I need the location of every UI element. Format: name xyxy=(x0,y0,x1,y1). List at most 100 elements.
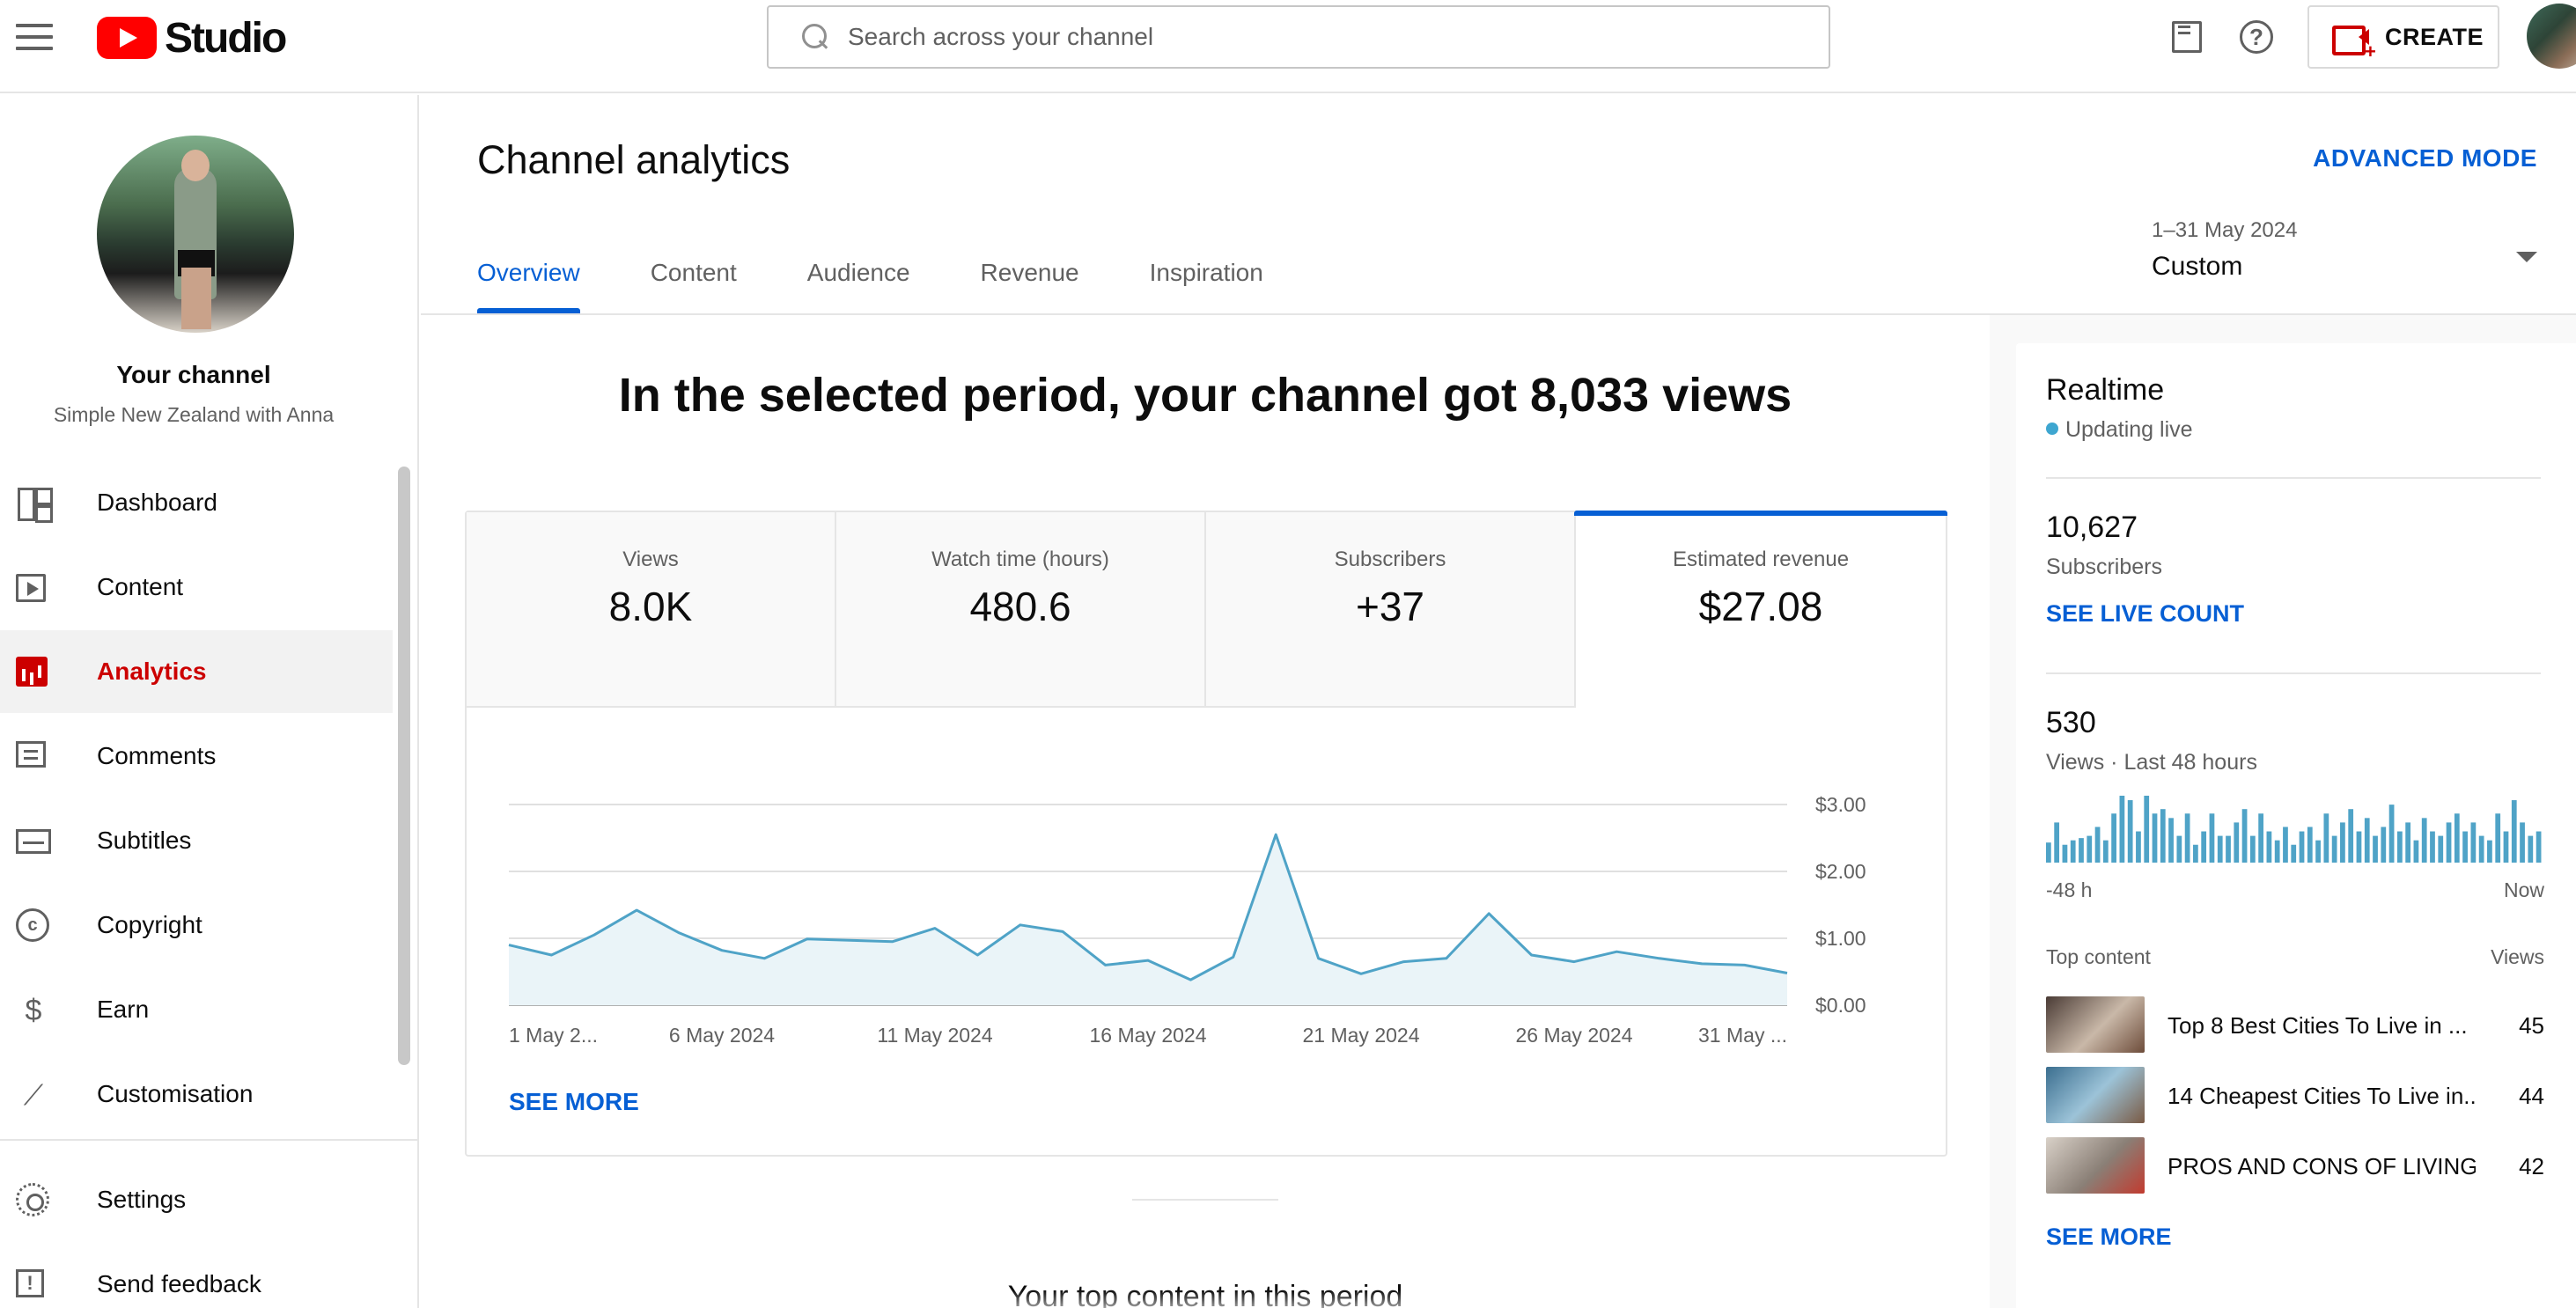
channel-title: Your channel xyxy=(116,361,271,388)
date-range-picker[interactable]: 1–31 May 2024 Custom xyxy=(2152,218,2539,289)
channel-avatar[interactable] xyxy=(97,136,294,333)
realtime-bar xyxy=(2307,827,2313,863)
sidebar-item-label: Copyright xyxy=(97,911,202,938)
revenue-chart[interactable]: $3.00 $2.00 $1.00 $0.00 1 May 2... 6 May 2024… xyxy=(467,708,1946,1060)
video-thumbnail xyxy=(2046,1067,2145,1123)
video-thumbnail xyxy=(2046,996,2145,1053)
metric-value: +37 xyxy=(1355,584,1425,629)
sidebar-item-comments[interactable]: Comments xyxy=(0,715,393,797)
x-tick-label: 1 May 2... xyxy=(509,1024,598,1047)
realtime-bar xyxy=(2511,800,2517,863)
sidebar-item-subtitles[interactable]: Subtitles xyxy=(0,799,393,882)
sidebar-item-label: Settings xyxy=(97,1186,187,1213)
metric-watch-time[interactable]: Watch time (hours) 480.6 xyxy=(836,512,1206,708)
sidebar-item-content[interactable]: Content xyxy=(0,546,393,628)
realtime-bar xyxy=(2430,831,2435,863)
sidebar-item-label: Earn xyxy=(97,996,150,1023)
tab-content[interactable]: Content xyxy=(650,259,737,286)
data-point xyxy=(1654,953,1665,964)
realtime-divider xyxy=(2046,477,2541,479)
realtime-bar xyxy=(2201,831,2207,863)
menu-icon[interactable] xyxy=(16,24,53,50)
data-point xyxy=(1015,920,1026,930)
sidebar-item-label: Dashboard xyxy=(97,489,217,516)
realtime-views-count: 530 xyxy=(2046,706,2096,739)
comments-icon xyxy=(16,741,46,768)
realtime-bar xyxy=(2062,844,2068,863)
dropdown-caret-icon xyxy=(2516,252,2537,262)
realtime-bar xyxy=(2266,831,2272,863)
data-point xyxy=(1228,952,1239,962)
account-avatar[interactable] xyxy=(2527,4,2576,69)
realtime-bar xyxy=(2258,813,2263,863)
x-tick-label: 6 May 2024 xyxy=(669,1024,775,1047)
top-content-row[interactable]: Top 8 Best Cities To Live in ... 45 xyxy=(2046,996,2544,1054)
realtime-bar xyxy=(2438,835,2444,863)
see-live-count-button[interactable]: SEE LIVE COUNT xyxy=(2046,600,2245,627)
sidebar: Your channel Simple New Zealand with Ann… xyxy=(0,95,419,1308)
top-bar: Studio ? + CREATE xyxy=(0,0,2576,93)
realtime-bar xyxy=(2046,842,2051,863)
sidebar-scrollbar[interactable] xyxy=(398,467,410,1065)
realtime-views-bar-chart[interactable] xyxy=(2046,796,2544,863)
tab-inspiration[interactable]: Inspiration xyxy=(1149,259,1263,286)
video-views: 42 xyxy=(2519,1153,2544,1179)
tab-audience[interactable]: Audience xyxy=(806,259,910,286)
sidebar-item-label: Analytics xyxy=(97,658,207,685)
realtime-bar xyxy=(2396,831,2403,863)
advanced-mode-link[interactable]: ADVANCED MODE xyxy=(2313,144,2537,172)
bar-axis-start: -48 h xyxy=(2046,878,2093,901)
search-input[interactable] xyxy=(848,23,1728,51)
data-point xyxy=(1398,957,1409,967)
search-box[interactable] xyxy=(767,5,1830,69)
sidebar-item-label: Send feedback xyxy=(97,1270,261,1297)
studio-logo[interactable]: Studio xyxy=(97,14,287,62)
sidebar-item-customisation[interactable]: ⟋ Customisation xyxy=(0,1053,393,1135)
sidebar-item-earn[interactable]: $ Earn xyxy=(0,968,393,1051)
realtime-bar xyxy=(2299,831,2305,863)
logo-text: Studio xyxy=(165,14,287,62)
tab-revenue[interactable]: Revenue xyxy=(980,259,1079,286)
sidebar-item-send-feedback[interactable]: ! Send feedback xyxy=(0,1243,393,1308)
top-content-row[interactable]: 14 Cheapest Cities To Live in... 44 xyxy=(2046,1067,2544,1125)
feedback-icon[interactable] xyxy=(2167,18,2205,56)
see-more-button[interactable]: SEE MORE xyxy=(509,1088,639,1115)
metric-subscribers[interactable]: Subscribers +37 xyxy=(1206,512,1576,708)
realtime-see-more-button[interactable]: SEE MORE xyxy=(2046,1223,2172,1250)
metric-estimated-revenue[interactable]: Estimated revenue $27.08 xyxy=(1574,511,1947,708)
tab-overview[interactable]: Overview xyxy=(477,259,580,313)
create-button[interactable]: + CREATE xyxy=(2307,5,2499,69)
sidebar-item-settings[interactable]: Settings xyxy=(0,1158,393,1241)
top-content-row[interactable]: PROS AND CONS OF LIVING ... 42 xyxy=(2046,1137,2544,1195)
sidebar-item-copyright[interactable]: c Copyright xyxy=(0,884,393,966)
realtime-bar xyxy=(2528,835,2534,863)
help-icon[interactable]: ? xyxy=(2237,18,2276,56)
realtime-bar xyxy=(2241,809,2248,863)
metrics-card: Views 8.0K Watch time (hours) 480.6 Subs… xyxy=(465,511,1947,1157)
realtime-bar xyxy=(2184,813,2190,863)
sidebar-item-dashboard[interactable]: Dashboard xyxy=(0,461,393,544)
data-point xyxy=(1782,968,1792,979)
realtime-bar xyxy=(2454,813,2460,863)
realtime-bar xyxy=(2160,809,2166,863)
realtime-bar xyxy=(2209,813,2215,863)
sidebar-item-label: Comments xyxy=(97,742,217,769)
search-icon[interactable] xyxy=(800,22,830,52)
sidebar-item-label: Subtitles xyxy=(97,827,192,854)
data-point xyxy=(887,937,898,947)
y-tick-label: $3.00 xyxy=(1815,793,1866,816)
realtime-divider xyxy=(2046,672,2541,674)
realtime-bar xyxy=(2356,831,2362,863)
metric-label: Watch time (hours) xyxy=(931,547,1109,571)
data-point xyxy=(1441,953,1452,964)
data-point xyxy=(1185,974,1196,985)
realtime-bar xyxy=(2102,840,2109,863)
metric-value: $27.08 xyxy=(1698,584,1823,629)
realtime-bar xyxy=(2094,827,2101,863)
sidebar-item-analytics[interactable]: Analytics xyxy=(0,630,393,713)
sidebar-item-label: Customisation xyxy=(97,1080,254,1107)
metric-views[interactable]: Views 8.0K xyxy=(467,512,836,708)
data-point xyxy=(589,930,600,940)
date-range-value: Custom xyxy=(2152,252,2243,281)
